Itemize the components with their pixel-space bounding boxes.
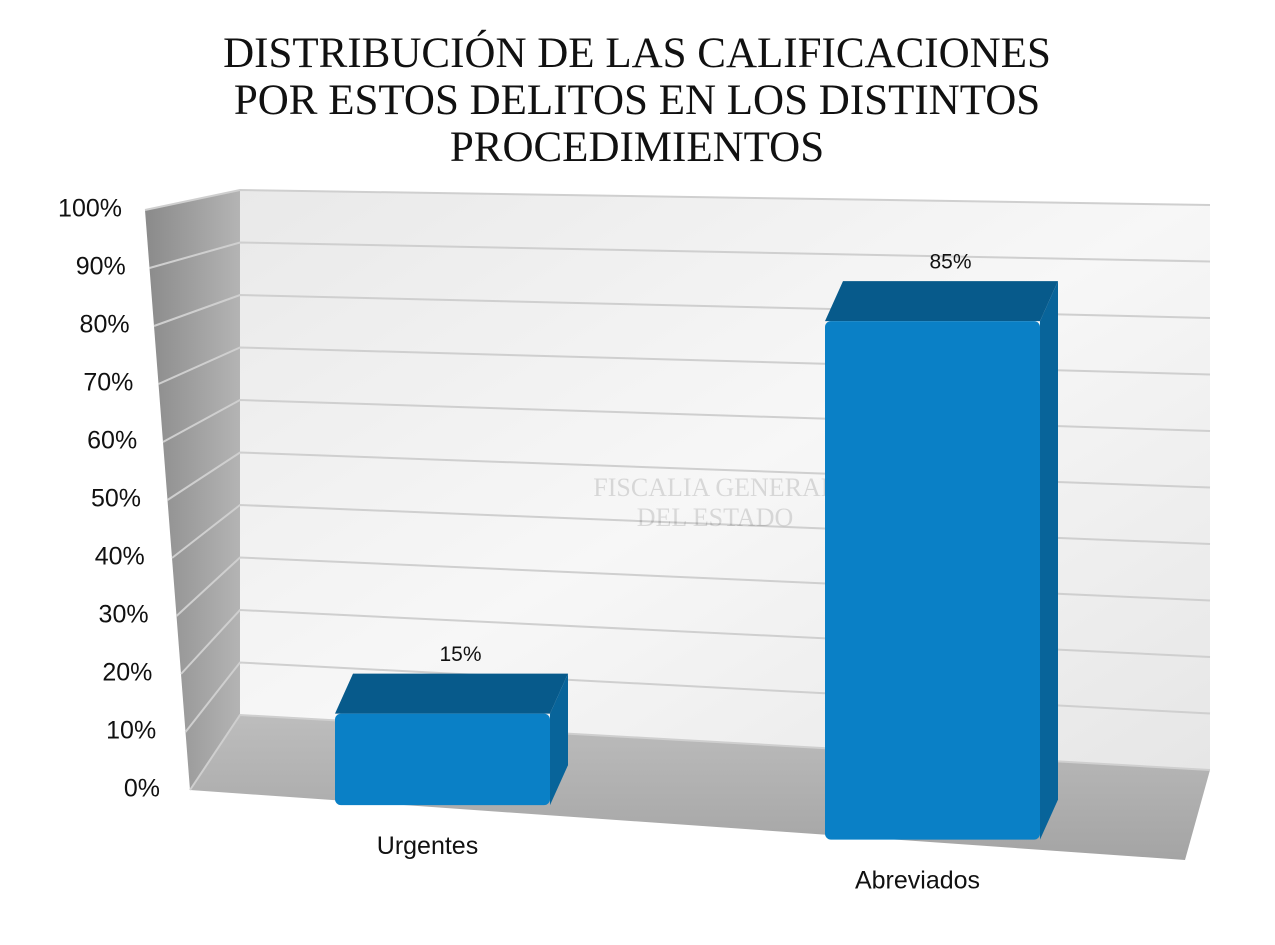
y-tick-label: 80% [80,311,130,339]
y-tick-label: 20% [102,659,152,687]
bar-side [550,673,568,806]
bar [335,673,568,806]
watermark-text: FISCALIA GENERAL [593,473,836,502]
watermark: FISCALIA GENERAL DEL ESTADO [593,473,836,532]
chart-title: DISTRIBUCIÓN DE LAS CALIFICACIONES POR E… [223,30,1051,171]
y-tick-label: 40% [95,543,145,571]
bar [825,281,1058,840]
bar-front [335,713,550,806]
value-label: 15% [439,643,481,666]
y-tick-label: 70% [83,369,133,397]
value-label: 85% [929,251,971,274]
y-tick-label: 10% [106,717,156,745]
y-tick-label: 100% [58,195,122,223]
y-tick-label: 30% [99,601,149,629]
watermark-text: DEL ESTADO [637,503,794,532]
y-tick-label: 50% [91,485,141,513]
x-tick-label: Abreviados [855,866,980,894]
x-tick-label: Urgentes [377,832,478,860]
bar-top [825,281,1058,322]
bar-side [1040,281,1058,840]
bar-front [825,321,1040,840]
bar-top [335,673,568,714]
y-tick-label: 90% [76,253,126,281]
side-wall [145,190,240,790]
y-tick-label: 0% [124,775,160,803]
grid-line [149,241,1211,269]
grid-line [144,188,1211,211]
y-tick-label: 60% [87,427,137,455]
